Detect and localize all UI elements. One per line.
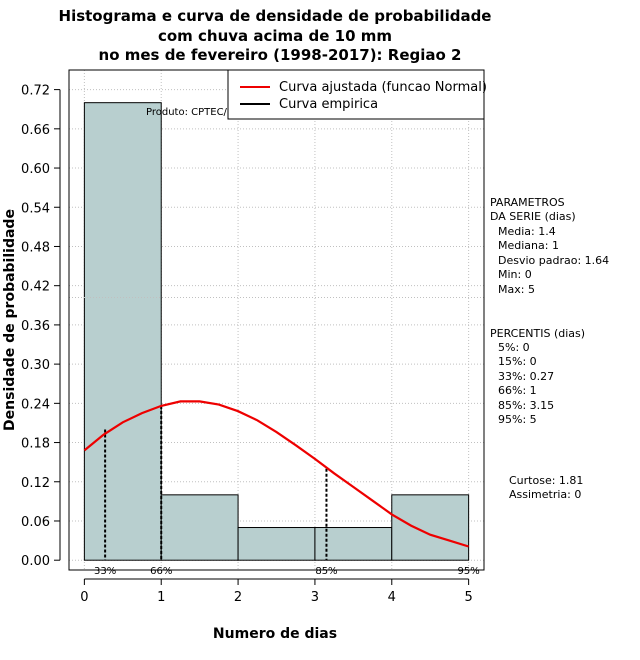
assimetria-value: Assimetria: 0 bbox=[509, 488, 581, 501]
param-min: Min: 0 bbox=[498, 268, 532, 281]
histogram-bar-3 bbox=[314, 527, 393, 561]
percentile-label-33: 33% bbox=[94, 566, 116, 577]
percentil-33: 33%: 0.27 bbox=[498, 370, 554, 383]
axes: 0 1 2 3 4 5 0.00 0.06 0.12 0.18 0.24 0.30 0.36 0.42 0.… bbox=[21, 69, 485, 605]
histogram-bar-2 bbox=[237, 527, 316, 561]
side-panel: PARAMETROS DA SERIE (dias) Media: 1.4 Me… bbox=[490, 196, 609, 501]
param-desvio: Desvio padrao: 1.64 bbox=[498, 254, 609, 267]
y-tick-label: 0.24 bbox=[21, 397, 50, 412]
y-tick-label: 0.00 bbox=[21, 554, 50, 569]
y-tick-label: 0.18 bbox=[21, 437, 50, 452]
normal-curve-line bbox=[83, 400, 469, 548]
percentil-85: 85%: 3.15 bbox=[498, 399, 554, 412]
percentil-66: 66%: 1 bbox=[498, 384, 537, 397]
product-annotation: Produto: CPTEC/INPE bbox=[146, 107, 250, 118]
param-media: Media: 1.4 bbox=[498, 225, 556, 238]
legend-empirica-label: Curva empirica bbox=[279, 97, 378, 112]
x-tick-label: 3 bbox=[311, 590, 319, 605]
percentis-heading: PERCENTIS (dias) bbox=[490, 327, 585, 340]
histogram-bar-0 bbox=[83, 102, 162, 561]
parametros-heading-1: PARAMETROS bbox=[490, 196, 565, 209]
param-mediana: Mediana: 1 bbox=[498, 239, 559, 252]
percentile-lines: 33% 66% 85% 95% bbox=[94, 405, 480, 577]
percentil-5: 5%: 0 bbox=[498, 341, 530, 354]
x-tick-label: 4 bbox=[388, 590, 396, 605]
param-max: Max: 5 bbox=[498, 283, 535, 296]
y-tick-label: 0.60 bbox=[21, 162, 50, 177]
legend-box bbox=[227, 69, 485, 120]
chart-title-line-1: Histograma e curva de densidade de proba… bbox=[59, 7, 492, 25]
parametros-heading-2: DA SERIE (dias) bbox=[490, 210, 576, 223]
histogram-bars bbox=[83, 102, 470, 561]
y-tick-label: 0.66 bbox=[21, 123, 50, 138]
percentile-label-85: 85% bbox=[315, 566, 337, 577]
y-tick-label: 0.06 bbox=[21, 515, 50, 530]
y-tick-label: 0.72 bbox=[21, 84, 50, 99]
x-tick-label: 2 bbox=[234, 590, 242, 605]
percentile-label-95: 95% bbox=[458, 566, 480, 577]
histogram-bar-4 bbox=[391, 494, 470, 561]
y-tick-label: 0.42 bbox=[21, 280, 50, 295]
y-tick-label: 0.36 bbox=[21, 319, 50, 334]
x-tick-label: 5 bbox=[464, 590, 472, 605]
percentil-15: 15%: 0 bbox=[498, 355, 537, 368]
chart-title-line-3: no mes de fevereiro (1998-2017): Regiao … bbox=[99, 46, 462, 64]
legend-normal-label: Curva ajustada (funcao Normal) bbox=[279, 80, 487, 95]
x-axis-title: Numero de dias bbox=[213, 626, 337, 642]
y-tick-label: 0.12 bbox=[21, 476, 50, 491]
y-axis-title: Densidade de probabilidade bbox=[2, 209, 18, 431]
x-tick-label: 0 bbox=[80, 590, 88, 605]
y-tick-label: 0.54 bbox=[21, 201, 50, 216]
y-tick-label: 0.48 bbox=[21, 240, 50, 255]
histogram-bar-1 bbox=[160, 494, 239, 561]
chart-title-line-2: com chuva acima de 10 mm bbox=[158, 27, 392, 45]
curtose-value: Curtose: 1.81 bbox=[509, 474, 583, 487]
y-tick-label: 0.30 bbox=[21, 358, 50, 373]
percentile-label-66: 66% bbox=[150, 566, 172, 577]
x-tick-label: 1 bbox=[157, 590, 165, 605]
legend: Curva ajustada (funcao Normal) Curva emp… bbox=[227, 69, 487, 120]
percentil-95: 95%: 5 bbox=[498, 413, 537, 426]
normal-curve bbox=[83, 400, 469, 548]
